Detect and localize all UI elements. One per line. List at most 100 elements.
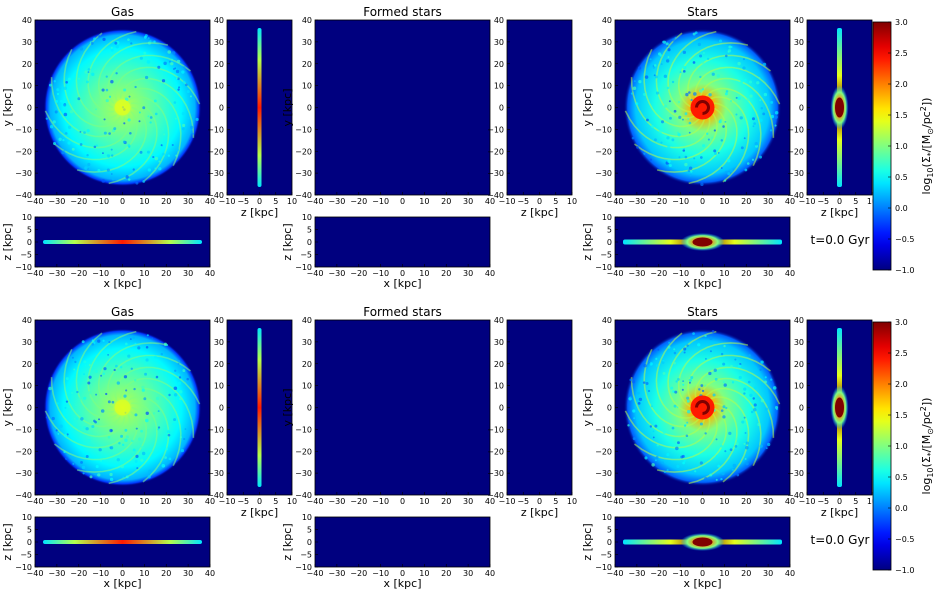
colorbar-tick-label: 2.0	[895, 380, 908, 389]
speckle	[142, 179, 146, 183]
bottom-y-tick-label: −5	[20, 251, 32, 260]
speckle	[146, 150, 150, 154]
speckle	[129, 131, 132, 135]
face-on-y-tick-label: −30	[595, 169, 612, 178]
side-x-tick-label: 5	[273, 497, 278, 506]
speckle	[184, 428, 187, 431]
speckle	[155, 396, 160, 401]
bottom-x-tick-label: 30	[763, 269, 773, 278]
side-x-tick-label: 5	[853, 497, 858, 506]
speckle	[107, 400, 111, 404]
speckle	[721, 471, 725, 476]
bottom-y-tick-label: −10	[595, 263, 612, 272]
speckle	[673, 404, 677, 408]
edge-core	[835, 97, 844, 118]
face-on-y-tick-label: 40	[22, 16, 32, 25]
speckle	[110, 173, 113, 175]
bottom-x-tick-label: 20	[441, 569, 451, 578]
speckle	[713, 368, 717, 372]
face-on-y-tick-label: 20	[22, 60, 32, 69]
bottom-y-tick-label: 5	[607, 226, 612, 235]
speckle	[77, 97, 81, 101]
speckle	[731, 468, 734, 471]
speckle	[177, 373, 181, 377]
speckle	[711, 136, 714, 139]
speckle	[103, 131, 107, 135]
speckle	[684, 155, 688, 159]
speckle	[699, 54, 703, 58]
speckle	[668, 163, 672, 168]
speckle	[668, 341, 671, 344]
panel-group: Formed stars −40 −30 −20 −10 0 10 20 30 40 40 30 20 1…	[281, 5, 577, 290]
speckle	[720, 352, 724, 356]
spiral-arm	[656, 106, 728, 173]
speckle	[189, 139, 192, 142]
bottom-y-tick-label: −5	[600, 551, 612, 560]
speckle	[91, 72, 95, 76]
speckle	[158, 160, 161, 163]
speckle	[629, 396, 632, 399]
face-on-x-tick-label: −10	[672, 497, 689, 506]
face-on-x-tick-label: 40	[485, 497, 495, 506]
face-on-y-tick-label: 10	[602, 82, 612, 91]
speckle	[734, 445, 738, 448]
speckle	[725, 406, 728, 410]
speckle	[720, 477, 723, 481]
face-on-y-tick-label: −20	[595, 447, 612, 456]
speckle	[652, 430, 655, 433]
speckle	[744, 432, 747, 434]
speckle	[727, 50, 730, 53]
speckle	[744, 458, 747, 460]
speckle	[774, 405, 779, 410]
speckle	[730, 46, 733, 48]
speckle	[655, 455, 659, 459]
spiral-arm	[677, 342, 749, 409]
side-xlabel: z [kpc]	[241, 206, 278, 219]
face-on-y-tick-label: −40	[295, 191, 312, 200]
speckle	[659, 54, 663, 57]
face-on-y-tick-label: 30	[602, 38, 612, 47]
colorbar-tick-label: 2.5	[895, 349, 908, 358]
speckle	[132, 448, 136, 452]
speckle	[65, 377, 69, 381]
speckle	[713, 149, 717, 153]
bottom-x-tick-label: −30	[328, 569, 345, 578]
speckle	[697, 42, 702, 47]
speckle	[179, 397, 182, 401]
speckle	[105, 392, 108, 396]
face-on-y-tick-label: 20	[602, 60, 612, 69]
speckle	[743, 387, 747, 391]
spiral-arm	[87, 330, 137, 413]
speckle	[693, 160, 697, 164]
face-on-ylabel: y [kpc]	[1, 89, 14, 127]
speckle	[676, 131, 679, 134]
spiral-arm	[624, 110, 711, 149]
spiral-arm	[76, 106, 148, 173]
face-on-x-tick-label: 10	[139, 197, 149, 206]
speckle	[764, 407, 769, 411]
speckle	[746, 98, 750, 102]
speckle	[111, 400, 115, 404]
speckle	[141, 451, 146, 456]
speckle	[134, 342, 137, 345]
speckle	[175, 154, 178, 157]
colorbar-label-sub: 10	[926, 467, 935, 477]
gas-core	[114, 399, 131, 416]
colorbar-label-open: (Σ	[920, 156, 933, 167]
speckle	[160, 144, 163, 147]
speckle	[107, 353, 110, 356]
speckle	[685, 92, 689, 97]
speckle	[64, 406, 67, 409]
side-y-tick-label: −30	[487, 169, 504, 178]
bottom-x-tick-label: 0	[400, 569, 405, 578]
speckle	[653, 64, 657, 67]
speckle	[708, 93, 712, 97]
speckle	[701, 88, 705, 91]
speckle	[735, 113, 738, 116]
speckle	[132, 168, 135, 171]
spiral-arm	[128, 96, 170, 183]
speckle	[115, 45, 119, 49]
bottom-x-tick-label: −20	[350, 569, 367, 578]
speckle	[681, 118, 684, 121]
speckle	[139, 56, 143, 60]
